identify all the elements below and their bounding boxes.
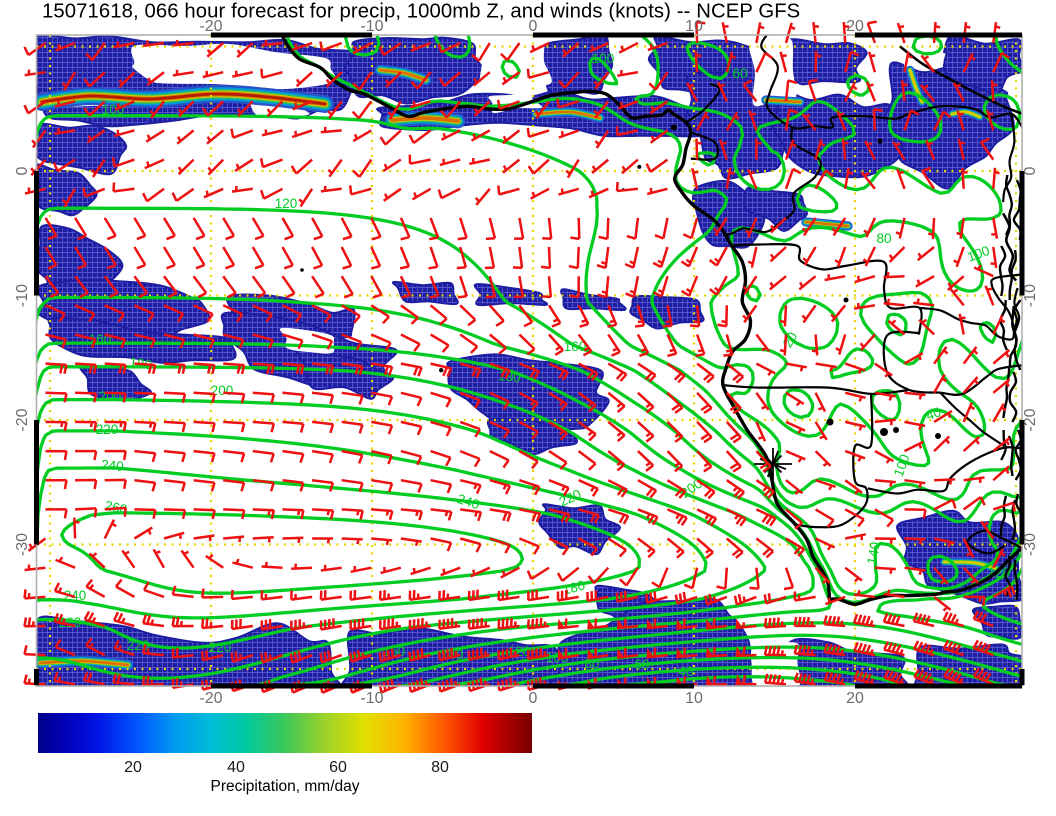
svg-text:220: 220	[96, 422, 119, 437]
svg-text:15071618, 066 hour forecast fo: 15071618, 066 hour forecast for precip, …	[42, 1, 800, 23]
svg-text:60: 60	[329, 759, 347, 776]
svg-text:-10: -10	[1022, 284, 1039, 307]
svg-text:80: 80	[431, 759, 449, 776]
svg-text:240: 240	[101, 457, 125, 474]
svg-text:100: 100	[102, 102, 125, 117]
svg-text:240: 240	[64, 588, 87, 603]
svg-text:-20: -20	[1022, 408, 1039, 431]
svg-text:20: 20	[846, 690, 864, 707]
svg-text:20: 20	[124, 759, 142, 776]
svg-text:0: 0	[14, 166, 31, 175]
svg-text:-10: -10	[14, 284, 31, 307]
svg-text:-30: -30	[1022, 533, 1039, 556]
svg-text:-20: -20	[199, 18, 222, 35]
svg-text:100: 100	[592, 51, 615, 66]
svg-text:-20: -20	[14, 408, 31, 431]
svg-text:10: 10	[685, 690, 703, 707]
svg-text:80: 80	[584, 656, 599, 671]
svg-text:40: 40	[227, 759, 245, 776]
svg-text:-20: -20	[199, 690, 222, 707]
svg-text:-30: -30	[14, 533, 31, 556]
svg-text:100: 100	[891, 452, 913, 478]
svg-text:160: 160	[564, 339, 587, 354]
svg-text:40: 40	[678, 664, 693, 679]
svg-text:0: 0	[1022, 166, 1039, 175]
svg-text:10: 10	[685, 18, 703, 35]
svg-text:220: 220	[209, 640, 232, 655]
svg-text:20: 20	[846, 18, 864, 35]
svg-text:240: 240	[455, 491, 481, 512]
svg-text:Precipitation, mm/day: Precipitation, mm/day	[210, 778, 359, 795]
svg-text:200: 200	[99, 389, 122, 404]
svg-text:120: 120	[275, 196, 298, 211]
svg-text:-10: -10	[360, 690, 383, 707]
svg-text:80: 80	[876, 231, 891, 246]
svg-text:0: 0	[529, 690, 538, 707]
svg-text:60: 60	[732, 66, 747, 81]
svg-text:100: 100	[546, 650, 569, 665]
svg-text:0: 0	[529, 18, 538, 35]
svg-text:-10: -10	[360, 18, 383, 35]
svg-text:60: 60	[634, 657, 649, 672]
svg-text:140: 140	[864, 541, 883, 566]
svg-text:100: 100	[965, 243, 991, 265]
